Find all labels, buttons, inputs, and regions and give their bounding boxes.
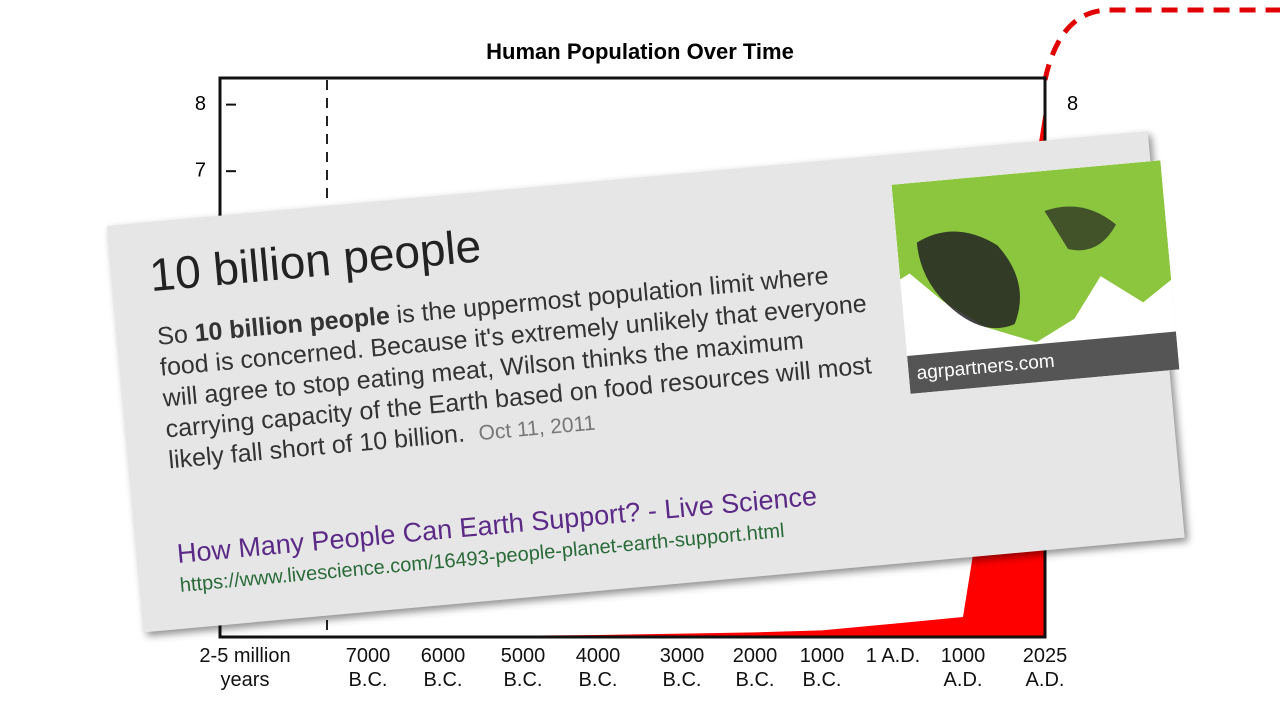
map-image: agrpartners.com: [891, 160, 1180, 394]
snippet-heading: 10 billion people: [147, 219, 484, 302]
x-tick-label: 1 A.D.: [865, 645, 921, 667]
x-tick-label: 1000 B.C.: [799, 645, 845, 691]
x-tick-label: 2-5 million years: [199, 645, 291, 691]
population-dots: [916, 231, 1020, 329]
chart-title: Human Population Over Time: [486, 39, 794, 64]
y2-tick-label: 8: [1067, 93, 1078, 115]
search-snippet: 10 billion people So 10 billion people i…: [107, 131, 1185, 633]
callout-line: [1042, 7, 1280, 81]
x-tick-label: 2025 A.D.: [1022, 645, 1068, 691]
x-tick-label: 5000 B.C.: [500, 645, 546, 691]
x-tick-label: 2000 B.C.: [732, 645, 778, 691]
y-tick-label: 7: [195, 159, 206, 181]
map: [891, 160, 1172, 343]
x-tick-label: 3000 B.C.: [659, 645, 705, 691]
snippet-date: Oct 11, 2011: [477, 411, 597, 446]
snippet-rest: is the uppermost population limit where …: [158, 261, 873, 475]
snippet-prefix: So: [155, 320, 189, 351]
x-tick-label: 4000 B.C.: [575, 645, 621, 691]
x-tick-label: 1000 A.D.: [940, 645, 986, 691]
x-tick-label: 6000 B.C.: [420, 645, 466, 691]
y-tick-label: 8: [195, 93, 206, 115]
population-dots: [1044, 206, 1117, 251]
x-tick-label: 7000 B.C.: [345, 645, 391, 691]
